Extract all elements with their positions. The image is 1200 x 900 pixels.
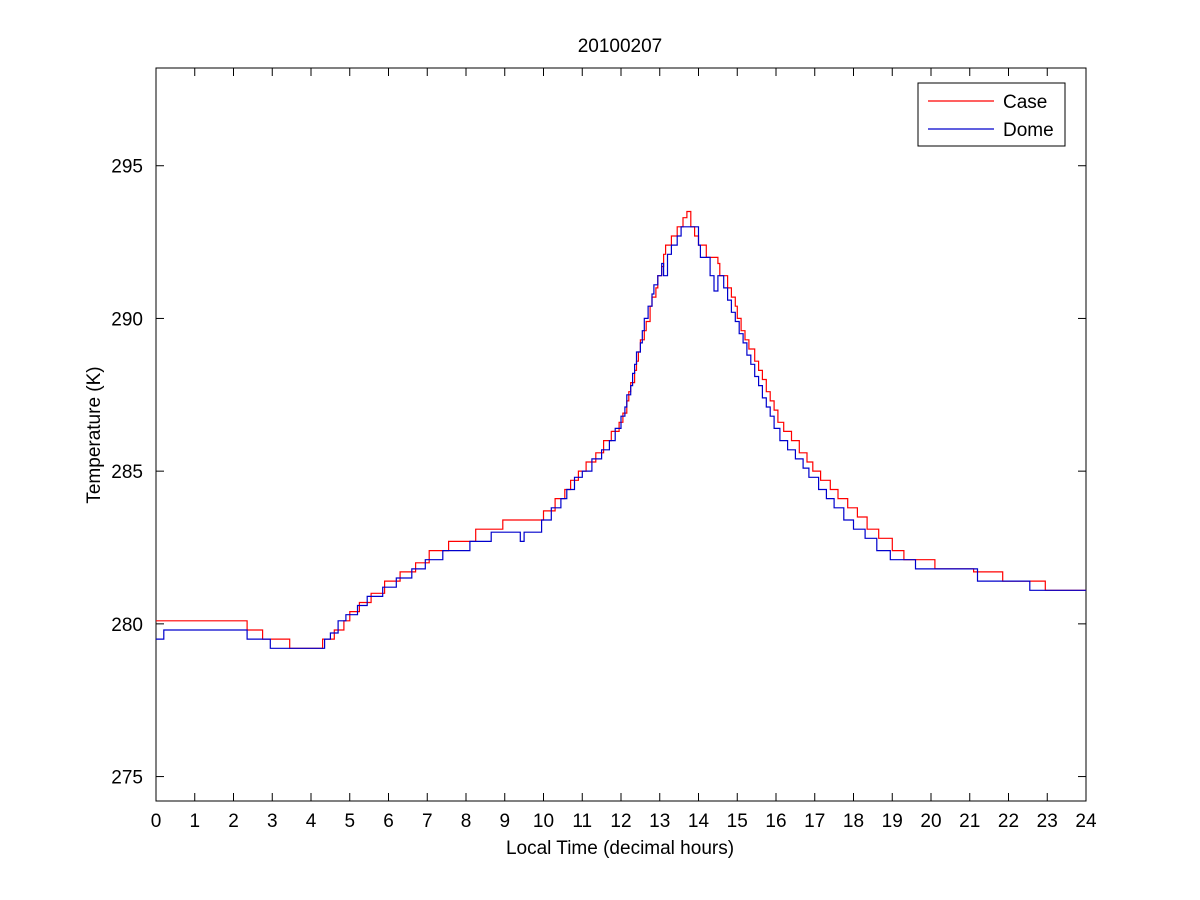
- legend-label-dome: Dome: [1003, 120, 1054, 141]
- x-axis-title: Local Time (decimal hours): [506, 838, 734, 859]
- x-tick-label: 3: [267, 811, 278, 832]
- y-tick-label: 290: [111, 309, 143, 330]
- x-tick-label: 17: [804, 811, 825, 832]
- x-tick-label: 10: [533, 811, 554, 832]
- y-axis-title: Temperature (K): [84, 366, 105, 503]
- legend-box: [917, 82, 1066, 147]
- legend: Case Dome: [917, 82, 1066, 147]
- series-line-case: [156, 210, 1086, 649]
- x-tick-label: 1: [189, 811, 200, 832]
- x-tick-label: 20: [920, 811, 941, 832]
- plot-area: 0 1 2 3 4 5 6 7 8 9 10 11 12 13 14 15 16 17 18 19 20 21 22 23 24…: [111, 67, 1097, 832]
- x-tick-label: 21: [959, 811, 980, 832]
- legend-label-case: Case: [1003, 92, 1047, 113]
- y-tick-label: 285: [111, 462, 143, 483]
- x-tick-label: 12: [610, 811, 631, 832]
- y-tick-label: 275: [111, 768, 143, 789]
- x-tick-label: 23: [1037, 811, 1058, 832]
- chart-title: 20100207: [578, 36, 663, 57]
- x-tick-label: 11: [572, 811, 592, 832]
- x-tick-label: 22: [998, 811, 1019, 832]
- x-tick-label: 4: [306, 811, 317, 832]
- x-tick-label: 0: [151, 811, 162, 832]
- y-tick-label: 280: [111, 615, 143, 636]
- x-tick-label: 18: [843, 811, 864, 832]
- x-tick-label: 6: [383, 811, 394, 832]
- x-tick-label: 24: [1075, 811, 1097, 832]
- y-tick-label: 295: [111, 157, 143, 178]
- x-tick-label: 9: [499, 811, 510, 832]
- axes-box: [155, 67, 1087, 802]
- x-tick-label: 14: [688, 811, 710, 832]
- x-tick-label: 5: [344, 811, 355, 832]
- x-tick-label: 2: [228, 811, 239, 832]
- x-tick-label: 16: [765, 811, 786, 832]
- x-tick-label: 8: [461, 811, 472, 832]
- x-tick-label: 15: [727, 811, 748, 832]
- x-tick-label: 19: [882, 811, 903, 832]
- x-tick-label: 7: [422, 811, 433, 832]
- series-line-dome: [156, 226, 1086, 649]
- x-tick-label: 13: [649, 811, 670, 832]
